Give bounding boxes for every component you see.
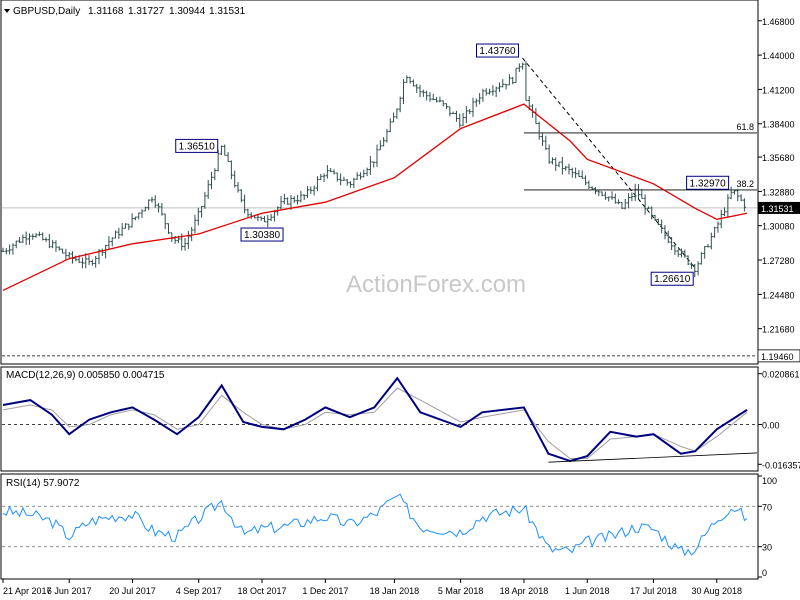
- price-layer: 61.8 38.2 1.43760 1.36510 1.30380 1.32970 1.26…: [1, 43, 757, 357]
- price-axis-label: 1.30080: [762, 222, 795, 232]
- price-annotation-label: 1.36510: [179, 141, 216, 152]
- rsi-panel-frame: [0, 473, 759, 580]
- x-axis-label: 6 Jun 2017: [47, 586, 92, 596]
- macd-panel-frame: [0, 366, 759, 472]
- sma-line: [2, 103, 748, 291]
- macd-axis-label: -0.016357: [762, 460, 800, 470]
- x-axis-label: 5 Mar 2018: [438, 586, 484, 596]
- price-axis-label: 1.41200: [762, 85, 795, 95]
- rsi-axis-label: 30: [762, 543, 772, 553]
- rsi-axis-label: 100: [762, 476, 777, 486]
- price-annotation-label: 1.30380: [244, 230, 281, 241]
- macd-axis-label: 0.020861: [762, 370, 800, 380]
- price-annotation-box: [650, 271, 694, 286]
- price-annotation-box: [686, 175, 730, 190]
- price-axis-label: 1.21680: [762, 325, 795, 335]
- price-annotation-label: 1.32970: [690, 178, 727, 189]
- x-axis-label: 20 Jul 2017: [109, 586, 156, 596]
- macd-title: MACD(12,26,9) 0.005850 0.004715: [6, 370, 165, 381]
- x-axis-label: 18 Oct 2017: [238, 586, 287, 596]
- watermark: ActionForex.com: [346, 271, 526, 298]
- macd-main-line: [2, 376, 748, 463]
- rsi-axis-label: 0: [762, 568, 767, 578]
- x-axis-label: 1 Dec 2017: [302, 586, 348, 596]
- header-low: 1.30944: [169, 6, 206, 17]
- price-annotation-box: [240, 227, 284, 242]
- price-axis-label: 1.44000: [762, 51, 795, 61]
- price-annotation-box: [175, 138, 219, 153]
- price-axis-label: 1.27280: [762, 256, 795, 266]
- chart-header: GBPUSD,Daily 1.31168 1.31727 1.30944 1.3…: [4, 6, 246, 17]
- rsi-title: RSI(14) 57.9072: [6, 478, 80, 489]
- price-axis-label: 1.38400: [762, 120, 795, 130]
- current-price-tag: [758, 201, 800, 214]
- price-trendline: [522, 57, 696, 269]
- macd-axis-label: 0.00: [762, 420, 780, 430]
- x-axis-label: 17 Jul 2018: [630, 586, 677, 596]
- rsi-line: [2, 493, 748, 557]
- header-symbol: GBPUSD,Daily: [13, 6, 80, 17]
- x-axis-label: 1 Jun 2018: [565, 586, 610, 596]
- fib-label: 61.8: [736, 122, 754, 132]
- header-high: 1.31727: [128, 6, 165, 17]
- macd-trendline: [548, 452, 758, 463]
- macd-signal-line: [2, 387, 748, 459]
- x-axis-label: 21 Apr 2017: [3, 586, 52, 596]
- rsi-layer: [2, 493, 757, 557]
- header-close: 1.31531: [209, 6, 246, 17]
- price-axis-label: 1.46800: [762, 17, 795, 27]
- dropdown-arrow-icon[interactable]: [4, 9, 10, 13]
- x-axis-label: 4 Sep 2017: [176, 586, 222, 596]
- price-axis-label: 1.24480: [762, 290, 795, 300]
- price-panel-frame: [0, 0, 759, 365]
- x-axis-label: 30 Aug 2018: [691, 586, 742, 596]
- fib-label: 38.2: [736, 179, 754, 189]
- header-open: 1.31168: [88, 6, 124, 17]
- price-annotation-label: 1.26610: [654, 274, 691, 285]
- price-axis-label: 1.35680: [762, 153, 795, 163]
- price-annotation-box: [476, 43, 520, 58]
- bottom-level-tag: [757, 349, 800, 363]
- bottom-level-label: 1.19460: [761, 352, 794, 362]
- current-price-label: 1.31531: [761, 204, 794, 214]
- price-axis-label: 1.32880: [762, 187, 795, 197]
- x-axis-label: 18 Apr 2018: [500, 586, 549, 596]
- rsi-axis-label: 70: [762, 502, 772, 512]
- x-axis-label: 18 Jan 2018: [370, 586, 420, 596]
- price-annotation-label: 1.43760: [479, 46, 516, 57]
- macd-layer: [2, 376, 758, 463]
- axis-layer: 1.46800 1.44000 1.41200 1.38400 1.35680 1.328…: [2, 17, 800, 596]
